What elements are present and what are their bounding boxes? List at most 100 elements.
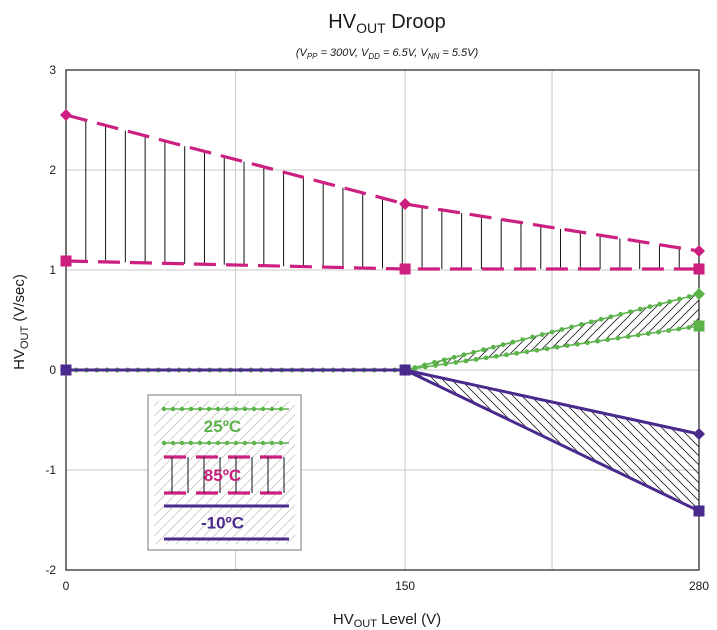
series-dot-25c-upper: [481, 347, 486, 353]
series-dot-25c-lower: [554, 344, 560, 350]
point-85c-lower: [60, 255, 72, 267]
series-dot-25c-upper: [461, 352, 467, 358]
series-dot-25c-upper: [569, 324, 575, 330]
subtitle-part: = 6.5V, V: [380, 47, 429, 59]
series-dot-25c-upper: [667, 299, 673, 304]
legend-dot-25c: [251, 440, 257, 446]
series-dot-25c-upper: [500, 342, 506, 348]
series-dot-25c-lower: [514, 350, 519, 356]
legend-dot-25c: [278, 406, 284, 412]
subtitle-part: (V: [296, 47, 309, 59]
y-tick-labels: 3 2 1 0 -1 -2: [45, 63, 56, 577]
series-dot-25c-upper: [539, 332, 545, 337]
x-tick-label: 0: [63, 579, 70, 593]
series-dot-25c-upper: [520, 337, 526, 342]
legend-dot-25c: [260, 406, 266, 412]
y-tick-label: 2: [49, 163, 56, 177]
series-dot-25c-upper: [579, 322, 584, 327]
legend-dot-25c: [224, 406, 230, 412]
legend-dot-25c: [161, 440, 167, 446]
series-dot-25c-upper: [588, 319, 594, 325]
series-dot-25c-upper: [686, 294, 692, 299]
series-dot-25c-lower: [645, 331, 651, 336]
legend-dot-25c: [278, 440, 284, 446]
y-tick-label: 3: [49, 63, 56, 77]
series-dot-25c-lower: [574, 341, 580, 347]
point-25c-lower: [693, 320, 705, 332]
series-dot-25c-upper: [628, 309, 633, 315]
legend-dot-25c: [260, 440, 266, 446]
title-subscript: OUT: [356, 20, 386, 36]
x-tick-labels: 0 150 280: [63, 579, 710, 593]
series-dot-25c-lower: [686, 325, 692, 330]
fill-25c-hatch: [66, 294, 699, 370]
series-dot-25c-upper: [510, 339, 516, 345]
series-dot-25c-upper: [441, 357, 447, 363]
series-dot-25c-lower: [534, 347, 540, 353]
series-dot-25c-lower: [605, 337, 611, 343]
series-dot-25c-lower: [585, 340, 590, 346]
legend-dot-25c: [206, 440, 212, 446]
x-tick-label: 280: [689, 579, 709, 593]
legend-dot-25c: [170, 440, 176, 446]
series-dot-25c-lower: [493, 353, 499, 359]
legend-dot-25c: [224, 440, 230, 446]
plot-area: [60, 69, 705, 571]
point-85c-upper: [399, 198, 412, 210]
point-85c-lower: [693, 263, 705, 275]
svg-text:HVOUT Droop: HVOUT Droop: [328, 11, 445, 36]
legend-dot-25c: [197, 440, 203, 446]
series-dot-25c-upper: [559, 327, 565, 332]
x-tick-label: 150: [395, 579, 415, 593]
series-dot-25c-upper: [647, 304, 653, 310]
series-line-85c-upper: [65, 113, 700, 253]
legend-label-25c: 25ºC: [204, 417, 241, 436]
series-dot-25c-upper: [549, 329, 555, 335]
series-dot-25c-upper: [637, 306, 643, 312]
point-25c-upper: [693, 288, 705, 300]
legend-dot-25c: [215, 440, 221, 446]
legend-dot-25c: [242, 406, 248, 412]
series-dot-25c-lower: [544, 346, 550, 352]
legend-dot-25c: [269, 440, 275, 446]
legend-dot-25c: [206, 406, 212, 412]
chart-title: HVOUT Droop: [328, 11, 445, 36]
y-tick-label: -1: [45, 463, 56, 477]
subtitle-part: NN: [428, 52, 440, 61]
point-minus10c-lower: [693, 505, 705, 517]
series-dot-25c-lower: [473, 356, 479, 362]
series-dot-25c-upper: [608, 314, 614, 320]
legend-dot-25c: [179, 406, 185, 412]
legend-dot-25c: [251, 406, 257, 412]
legend-dot-25c: [197, 406, 203, 412]
legend-label-minus10c: -10ºC: [201, 514, 244, 533]
series-dot-25c-lower: [676, 326, 682, 332]
series-dot-25c-upper: [530, 334, 535, 340]
x-axis-label: HVOUT Level (V): [333, 611, 441, 630]
legend-dot-25c: [188, 406, 194, 412]
series-dot-25c-lower: [504, 352, 509, 358]
point-minus10c-lower: [399, 364, 411, 376]
subtitle-part: = 5.5V): [439, 47, 478, 59]
point-85c-upper: [60, 109, 72, 121]
series-dot-25c-lower: [463, 358, 469, 364]
point-85c-lower: [399, 263, 411, 275]
series-dot-25c-lower: [595, 338, 601, 344]
series-dot-25c-upper: [598, 316, 604, 322]
legend-dot-25c: [188, 440, 194, 446]
point-minus10c-lower: [60, 364, 72, 376]
series-dot-25c-lower: [422, 364, 428, 370]
legend-dot-25c: [242, 440, 248, 446]
legend-dot-25c: [269, 406, 275, 412]
series-dot-25c-lower: [443, 361, 449, 367]
series-dot-25c-lower: [615, 335, 621, 341]
series-dot-25c-lower: [625, 334, 631, 340]
series-dot-25c-upper: [618, 311, 624, 317]
chart-subtitle: (VPP = 300V, VDD = 6.5V, VNN = 5.5V): [296, 47, 479, 61]
point-85c-upper: [693, 245, 705, 257]
series-dot-25c-lower: [635, 332, 641, 338]
series-dot-25c-lower: [564, 343, 570, 349]
series-dot-25c-lower: [524, 349, 530, 355]
series-dot-25c-lower: [412, 366, 418, 371]
